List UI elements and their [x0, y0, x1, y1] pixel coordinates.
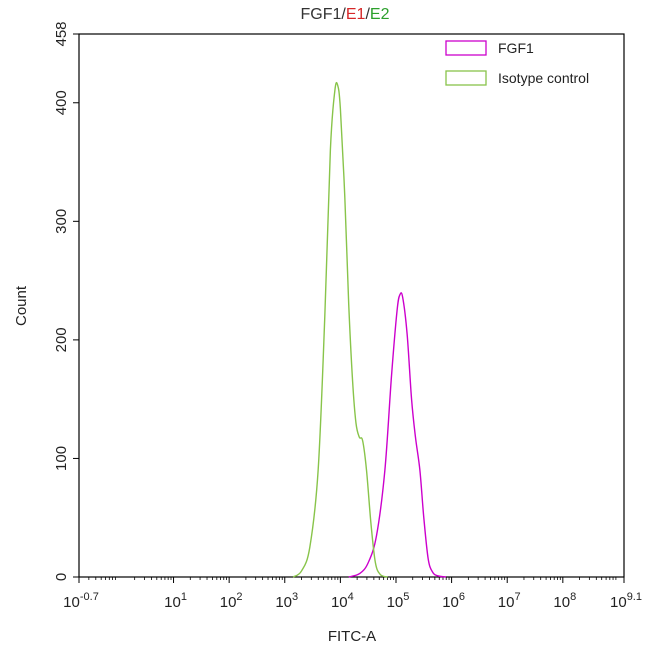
legend-swatch	[445, 40, 487, 56]
legend-label: Isotype control	[498, 70, 589, 86]
y-tick-label: 400	[53, 90, 70, 115]
x-tick-label: 103	[275, 591, 298, 611]
x-tick-label: 10-0.7	[63, 591, 99, 611]
series-line-isotype-control	[292, 81, 388, 578]
y-tick-label: 458	[53, 21, 70, 46]
legend-swatch	[445, 70, 487, 86]
title-part: E2	[370, 6, 390, 23]
x-tick-label: 109.1	[610, 591, 642, 611]
title-part: /	[341, 6, 346, 23]
y-tick-label: 100	[53, 446, 70, 471]
x-tick-label: 107	[498, 591, 521, 611]
y-tick-label: 300	[53, 209, 70, 234]
title-part: /	[365, 6, 370, 23]
series-line-fgf1	[348, 292, 447, 578]
x-tick-label: 102	[220, 591, 243, 611]
title-part: FGF1	[301, 6, 342, 23]
title-part: E1	[346, 6, 366, 23]
y-tick-label: 0	[53, 573, 70, 581]
y-tick-label: 200	[53, 327, 70, 352]
x-tick-label: 108	[553, 591, 576, 611]
x-tick-label: 104	[331, 591, 354, 611]
y-axis-label: Count	[13, 285, 30, 326]
chart-title: FGF1/E1/E2	[301, 6, 390, 23]
x-tick-label: 105	[387, 591, 410, 611]
legend-label: FGF1	[498, 40, 534, 56]
plot-area	[78, 33, 625, 578]
x-tick-label: 101	[164, 591, 187, 611]
x-tick-label: 106	[442, 591, 465, 611]
x-axis-label: FITC-A	[328, 628, 376, 645]
